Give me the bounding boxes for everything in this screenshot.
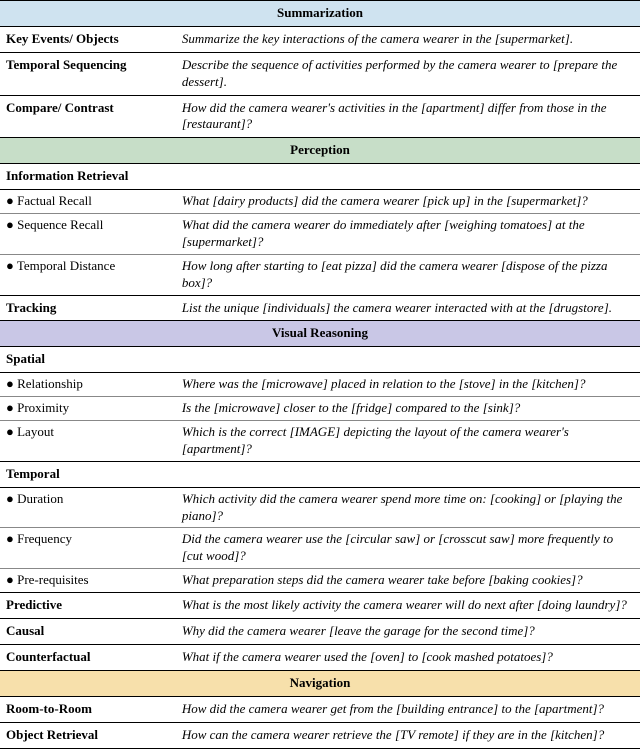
row-causal: Causal Why did the camera wearer [leave … xyxy=(0,619,640,645)
label: ● Frequency xyxy=(6,531,182,565)
label: Causal xyxy=(6,623,182,640)
section-header-navigation: Navigation xyxy=(0,671,640,697)
example: What is the most likely activity the cam… xyxy=(182,597,634,614)
label: Predictive xyxy=(6,597,182,614)
row-frequency: ● Frequency Did the camera wearer use th… xyxy=(0,528,640,569)
section-header-summarization: Summarization xyxy=(0,0,640,27)
example: Is the [microwave] closer to the [fridge… xyxy=(182,400,634,417)
example: Summarize the key interactions of the ca… xyxy=(182,31,634,48)
example: How did the camera wearer get from the [… xyxy=(182,701,634,718)
row-relationship: ● Relationship Where was the [microwave]… xyxy=(0,373,640,397)
label: ● Sequence Recall xyxy=(6,217,182,251)
section-header-visual-reasoning: Visual Reasoning xyxy=(0,321,640,347)
group-header-temporal: Temporal xyxy=(0,462,640,488)
example: What if the camera wearer used the [oven… xyxy=(182,649,634,666)
label: ● Pre-requisites xyxy=(6,572,182,589)
label: Key Events/ Objects xyxy=(6,31,182,48)
label: ● Relationship xyxy=(6,376,182,393)
label: Temporal Sequencing xyxy=(6,57,182,91)
row-temporal-distance: ● Temporal Distance How long after start… xyxy=(0,255,640,296)
example: Which activity did the camera wearer spe… xyxy=(182,491,634,525)
label: Tracking xyxy=(6,300,182,317)
group-header-spatial: Spatial xyxy=(0,347,640,373)
example: What [dairy products] did the camera wea… xyxy=(182,193,634,210)
example: How long after starting to [eat pizza] d… xyxy=(182,258,634,292)
example: What did the camera wearer do immediatel… xyxy=(182,217,634,251)
row-room-to-room: Room-to-Room How did the camera wearer g… xyxy=(0,697,640,723)
row-key-events: Key Events/ Objects Summarize the key in… xyxy=(0,27,640,53)
row-factual-recall: ● Factual Recall What [dairy products] d… xyxy=(0,190,640,214)
example: Which is the correct [IMAGE] depicting t… xyxy=(182,424,634,458)
example: How can the camera wearer retrieve the [… xyxy=(182,727,634,744)
example: Why did the camera wearer [leave the gar… xyxy=(182,623,634,640)
label: ● Factual Recall xyxy=(6,193,182,210)
label: Object Retrieval xyxy=(6,727,182,744)
row-predictive: Predictive What is the most likely activ… xyxy=(0,593,640,619)
row-proximity: ● Proximity Is the [microwave] closer to… xyxy=(0,397,640,421)
section-header-perception: Perception xyxy=(0,138,640,164)
row-counterfactual: Counterfactual What if the camera wearer… xyxy=(0,645,640,671)
label: ● Temporal Distance xyxy=(6,258,182,292)
row-duration: ● Duration Which activity did the camera… xyxy=(0,488,640,529)
row-layout: ● Layout Which is the correct [IMAGE] de… xyxy=(0,421,640,462)
taxonomy-table: Summarization Key Events/ Objects Summar… xyxy=(0,0,640,749)
row-prerequisites: ● Pre-requisites What preparation steps … xyxy=(0,569,640,593)
label: Compare/ Contrast xyxy=(6,100,182,134)
example: Did the camera wearer use the [circular … xyxy=(182,531,634,565)
example: How did the camera wearer's activities i… xyxy=(182,100,634,134)
label: ● Proximity xyxy=(6,400,182,417)
example: List the unique [individuals] the camera… xyxy=(182,300,634,317)
row-temporal-sequencing: Temporal Sequencing Describe the sequenc… xyxy=(0,53,640,96)
example: Describe the sequence of activities perf… xyxy=(182,57,634,91)
group-header-info-retrieval: Information Retrieval xyxy=(0,164,640,190)
example: What preparation steps did the camera we… xyxy=(182,572,634,589)
label: Room-to-Room xyxy=(6,701,182,718)
label: ● Layout xyxy=(6,424,182,458)
label: Counterfactual xyxy=(6,649,182,666)
label: ● Duration xyxy=(6,491,182,525)
example: Where was the [microwave] placed in rela… xyxy=(182,376,634,393)
row-tracking: Tracking List the unique [individuals] t… xyxy=(0,296,640,322)
row-object-retrieval: Object Retrieval How can the camera wear… xyxy=(0,723,640,749)
row-compare-contrast: Compare/ Contrast How did the camera wea… xyxy=(0,96,640,139)
row-sequence-recall: ● Sequence Recall What did the camera we… xyxy=(0,214,640,255)
